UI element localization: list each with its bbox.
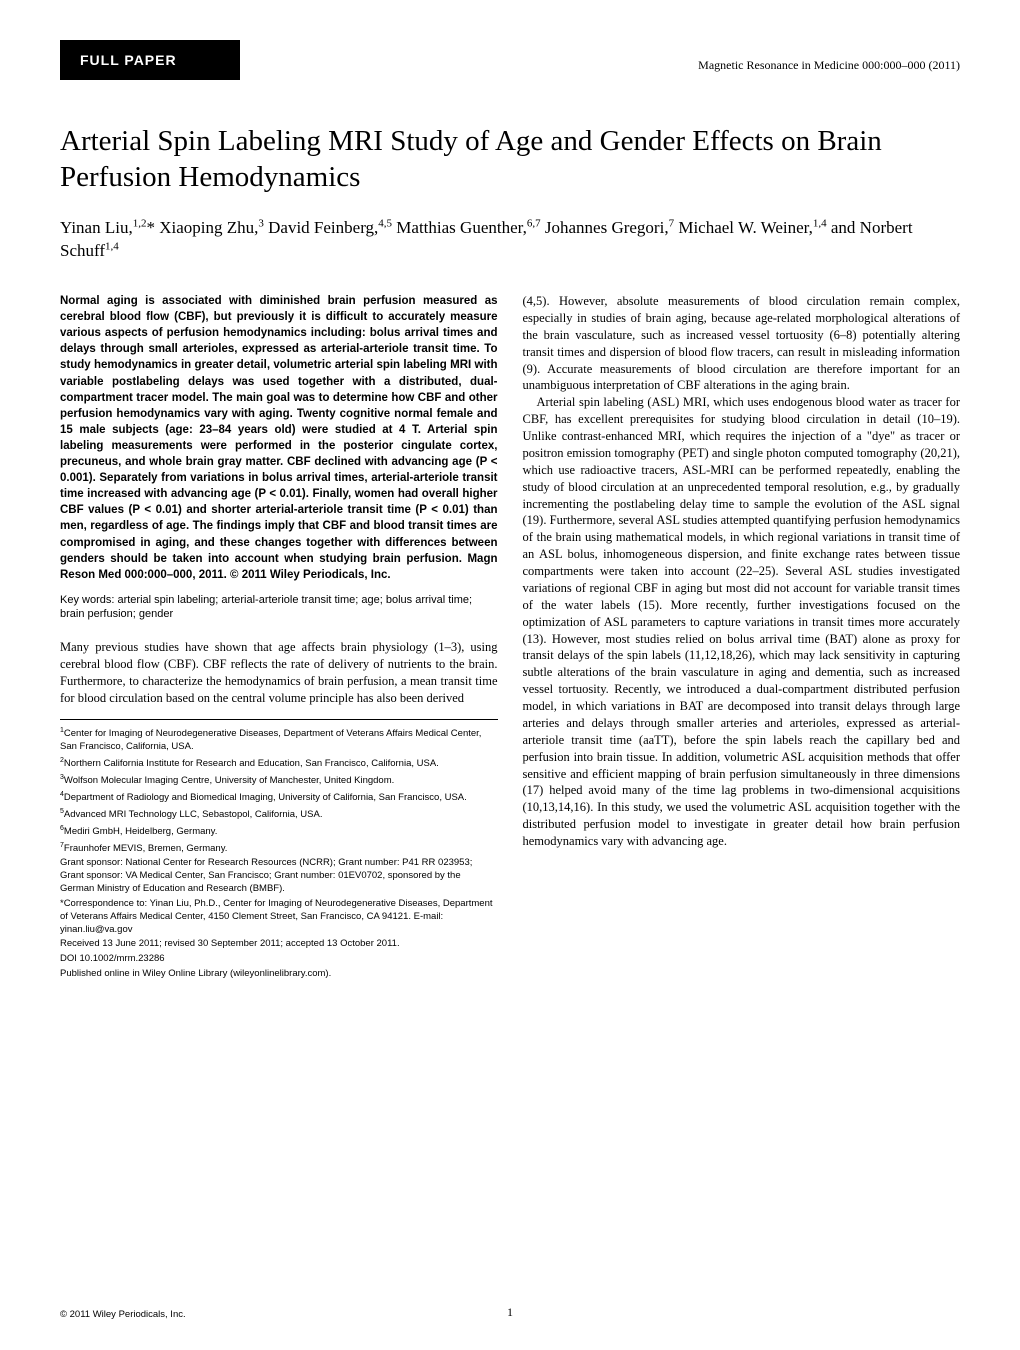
affiliation-1: 1Center for Imaging of Neurodegenerative… — [60, 726, 498, 754]
affiliation-3: 3Wolfson Molecular Imaging Centre, Unive… — [60, 773, 498, 788]
body-right-p2: Arterial spin labeling (ASL) MRI, which … — [523, 394, 961, 850]
affiliation-6: 6Mediri GmbH, Heidelberg, Germany. — [60, 824, 498, 839]
affiliations-block: 1Center for Imaging of Neurodegenerative… — [60, 726, 498, 981]
doi-info: DOI 10.1002/mrm.23286 — [60, 953, 498, 966]
right-column: (4,5). However, absolute measurements of… — [523, 293, 961, 983]
keywords-text: Key words: arterial spin labeling; arter… — [60, 593, 498, 622]
correspondence-info: *Correspondence to: Yinan Liu, Ph.D., Ce… — [60, 898, 498, 936]
journal-info: Magnetic Resonance in Medicine 000:000–0… — [60, 58, 960, 73]
authors-line: Yinan Liu,1,2* Xiaoping Zhu,3 David Fein… — [60, 216, 960, 264]
grant-info: Grant sponsor: National Center for Resea… — [60, 857, 498, 895]
received-info: Received 13 June 2011; revised 30 Septem… — [60, 938, 498, 951]
published-info: Published online in Wiley Online Library… — [60, 968, 498, 981]
affiliation-divider — [60, 719, 498, 720]
affiliation-2: 2Northern California Institute for Resea… — [60, 756, 498, 771]
intro-paragraph: Many previous studies have shown that ag… — [60, 639, 498, 707]
copyright-footer: © 2011 Wiley Periodicals, Inc. — [60, 1309, 186, 1320]
body-left: Many previous studies have shown that ag… — [60, 639, 498, 707]
affiliation-4: 4Department of Radiology and Biomedical … — [60, 790, 498, 805]
body-right-p1: (4,5). However, absolute measurements of… — [523, 293, 961, 394]
article-title: Arterial Spin Labeling MRI Study of Age … — [60, 123, 960, 196]
left-column: Normal aging is associated with diminish… — [60, 293, 498, 983]
page-number: 1 — [507, 1305, 513, 1320]
abstract-text: Normal aging is associated with diminish… — [60, 293, 498, 583]
affiliation-5: 5Advanced MRI Technology LLC, Sebastopol… — [60, 807, 498, 822]
affiliation-7: 7Fraunhofer MEVIS, Bremen, Germany. — [60, 841, 498, 856]
